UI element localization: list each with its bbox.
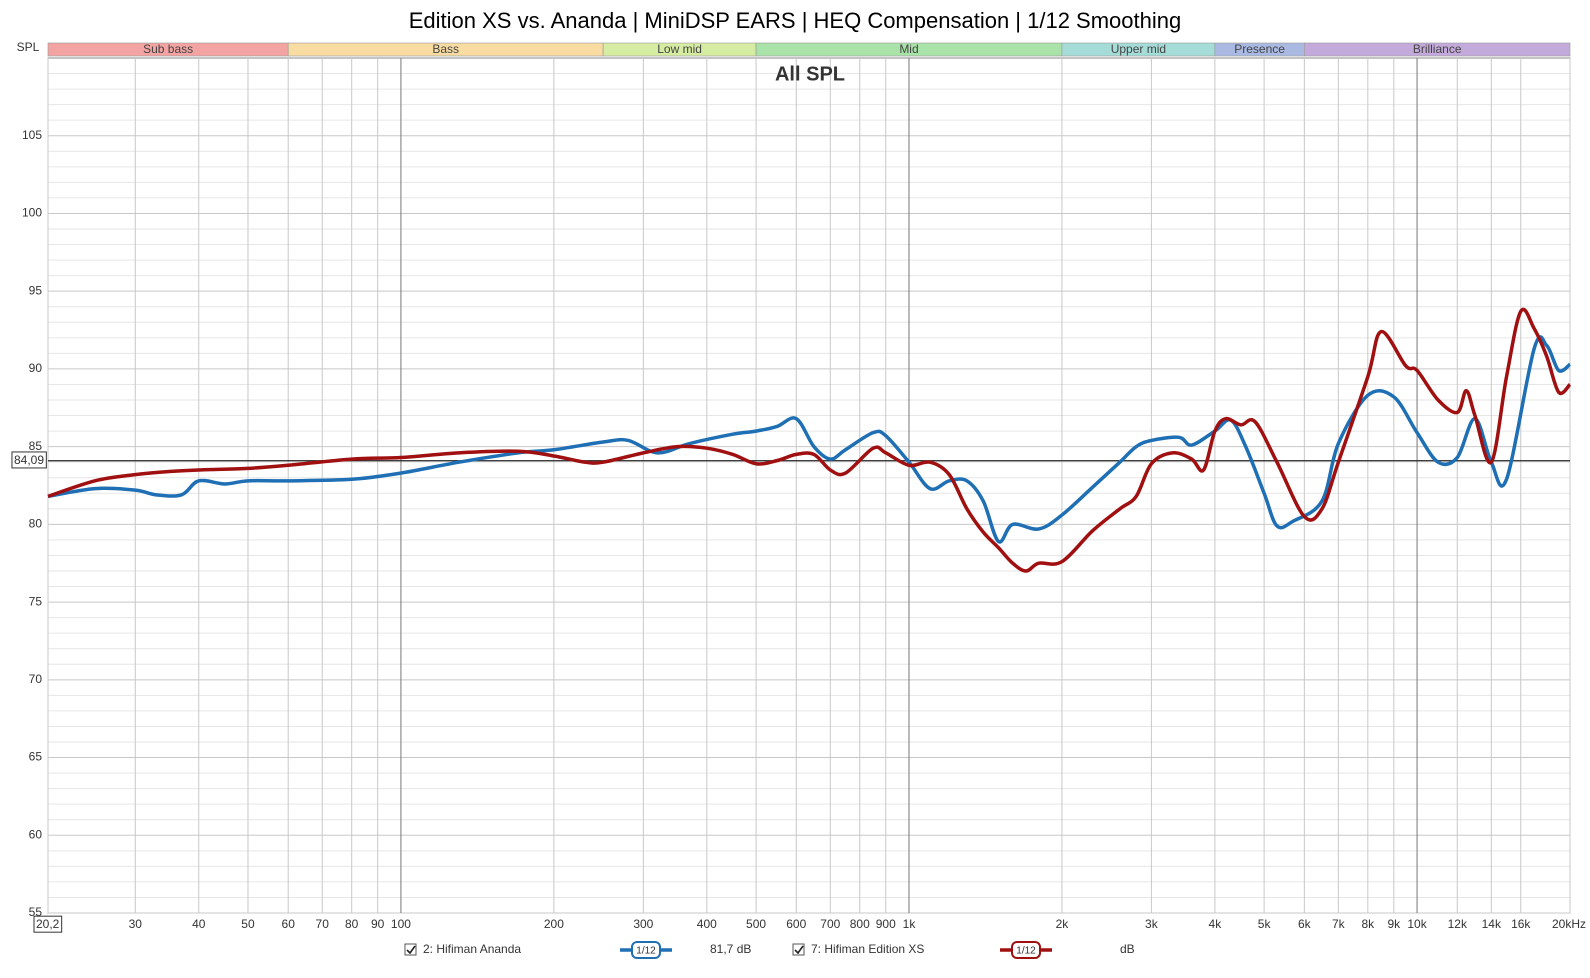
- y-tick-label: 70: [29, 672, 43, 686]
- x-tick-label: 200: [544, 917, 564, 931]
- x-tick-label: 20,2: [36, 917, 60, 931]
- x-tick-label: 4k: [1209, 917, 1223, 931]
- reference-box: [11, 451, 47, 469]
- x-tick-label: 2k: [1056, 917, 1070, 931]
- reference-label: 84,09: [14, 453, 44, 467]
- x-tick-label: 40: [192, 917, 206, 931]
- x-tick-label: 700: [820, 917, 840, 931]
- series-line: [47, 307, 1572, 573]
- band-label: Presence: [1234, 42, 1285, 56]
- chart-subtitle: All SPL: [775, 63, 845, 85]
- x-tick-label: 500: [746, 917, 766, 931]
- legend-label: 2: Hifiman Ananda: [423, 942, 521, 956]
- x-tick-label: 300: [633, 917, 653, 931]
- y-tick-label: 95: [29, 283, 43, 297]
- y-tick-label: 80: [29, 517, 43, 531]
- x-tick-label: 90: [371, 917, 385, 931]
- x-tick-label: 14k: [1482, 917, 1502, 931]
- x-tick-label: 9k: [1387, 917, 1401, 931]
- band-label: Upper mid: [1111, 42, 1166, 56]
- band-label: Low mid: [657, 42, 702, 56]
- band-label: Bass: [432, 42, 459, 56]
- legend-checkbox: [792, 943, 805, 956]
- x-tick-label: 8k: [1361, 917, 1375, 931]
- x-tick-label: 80: [345, 917, 359, 931]
- y-tick-label: 105: [22, 128, 42, 142]
- y-tick-label: 100: [22, 206, 42, 220]
- y-tick-label: 60: [29, 827, 43, 841]
- x-tick-label: 60: [282, 917, 296, 931]
- band-label: Sub bass: [143, 42, 193, 56]
- series-line: [47, 335, 1572, 544]
- x-tick-label: 3k: [1145, 917, 1159, 931]
- x-tick-label: 400: [697, 917, 717, 931]
- x-tick-label: 800: [850, 917, 870, 931]
- legend-value: 81,7 dB: [710, 942, 751, 956]
- x-tick-label: 600: [786, 917, 806, 931]
- band-label: Brilliance: [1413, 42, 1462, 56]
- plot-area: [47, 57, 1571, 914]
- y-axis-label: SPL: [17, 40, 40, 54]
- legend-checkbox: [404, 943, 417, 956]
- legend-smoothing: 1/12: [1016, 946, 1036, 957]
- y-tick-label: 75: [29, 594, 43, 608]
- chart-title: Edition XS vs. Ananda | MiniDSP EARS | H…: [409, 8, 1181, 33]
- legend-check: [406, 945, 416, 955]
- x-tick-box: [33, 915, 63, 933]
- legend-smoothing: 1/12: [636, 946, 656, 957]
- y-tick-label: 85: [29, 439, 43, 453]
- legend-smoothing-box: [631, 941, 661, 959]
- x-tick-label: 100: [391, 917, 411, 931]
- x-tick-label: 900: [876, 917, 896, 931]
- x-tick-label: 10k: [1407, 917, 1427, 931]
- x-tick-label: 12k: [1448, 917, 1468, 931]
- x-tick-label: 7k: [1332, 917, 1346, 931]
- x-tick-label: 50: [241, 917, 255, 931]
- x-tick-label: 70: [316, 917, 330, 931]
- legend-check: [794, 945, 804, 955]
- x-tick-label: 20kHz: [1552, 917, 1586, 931]
- x-tick-label: 16k: [1511, 917, 1531, 931]
- x-tick-label: 30: [129, 917, 143, 931]
- legend-label: 7: Hifiman Edition XS: [811, 942, 924, 956]
- x-tick-label: 6k: [1298, 917, 1312, 931]
- y-tick-label: 90: [29, 361, 43, 375]
- x-tick-label: 5k: [1258, 917, 1272, 931]
- x-tick-label: 1k: [903, 917, 917, 931]
- legend-value: dB: [1120, 942, 1135, 956]
- y-tick-label: 65: [29, 750, 43, 764]
- band-label: Mid: [899, 42, 918, 56]
- plot: Sub bass Bass Low mid Mid Upper mid Presence B…: [11, 42, 1586, 933]
- band: [1304, 42, 1571, 57]
- legend-smoothing-box: [1011, 941, 1041, 959]
